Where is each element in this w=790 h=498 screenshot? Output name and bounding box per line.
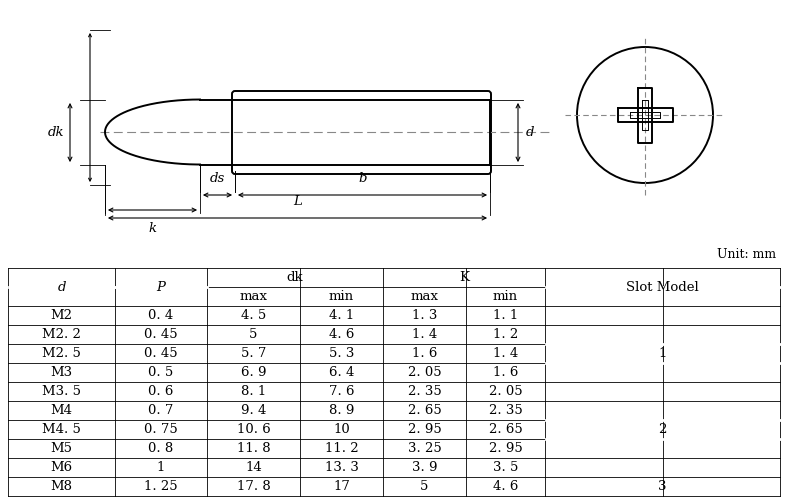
Text: M2: M2 xyxy=(51,309,73,322)
Text: 0. 75: 0. 75 xyxy=(144,423,178,436)
Text: min: min xyxy=(493,290,518,303)
Text: 2: 2 xyxy=(658,423,667,436)
Text: 3. 5: 3. 5 xyxy=(493,461,518,474)
Text: 10: 10 xyxy=(333,423,350,436)
Text: 8. 9: 8. 9 xyxy=(329,404,354,417)
Text: 4. 5: 4. 5 xyxy=(241,309,266,322)
Text: M4. 5: M4. 5 xyxy=(42,423,81,436)
Text: M4: M4 xyxy=(51,404,73,417)
Text: k: k xyxy=(149,222,156,235)
Text: 17. 8: 17. 8 xyxy=(237,480,270,493)
Text: M3. 5: M3. 5 xyxy=(42,385,81,398)
Text: 0. 5: 0. 5 xyxy=(149,366,174,379)
Text: d: d xyxy=(57,280,66,293)
Text: P: P xyxy=(156,280,165,293)
Text: b: b xyxy=(358,172,367,185)
Text: 3. 9: 3. 9 xyxy=(412,461,437,474)
Text: 2. 35: 2. 35 xyxy=(489,404,522,417)
Text: 0. 8: 0. 8 xyxy=(149,442,174,455)
Text: M3: M3 xyxy=(51,366,73,379)
Text: M2. 5: M2. 5 xyxy=(42,347,81,360)
Text: 14: 14 xyxy=(245,461,261,474)
Text: 1. 25: 1. 25 xyxy=(145,480,178,493)
Text: 2. 65: 2. 65 xyxy=(408,404,442,417)
Text: L: L xyxy=(293,195,302,208)
Text: 2. 05: 2. 05 xyxy=(408,366,442,379)
Text: 1. 4: 1. 4 xyxy=(493,347,518,360)
Text: 1. 2: 1. 2 xyxy=(493,328,518,341)
Text: 6. 9: 6. 9 xyxy=(241,366,266,379)
Text: K: K xyxy=(459,271,469,284)
Text: ds: ds xyxy=(210,172,225,185)
Text: 2. 95: 2. 95 xyxy=(489,442,522,455)
Text: 9. 4: 9. 4 xyxy=(241,404,266,417)
Text: 2. 35: 2. 35 xyxy=(408,385,442,398)
Text: Slot Model: Slot Model xyxy=(626,280,699,293)
Text: d: d xyxy=(526,125,535,138)
Text: 5. 7: 5. 7 xyxy=(241,347,266,360)
Text: 8. 1: 8. 1 xyxy=(241,385,266,398)
Text: 11. 8: 11. 8 xyxy=(237,442,270,455)
Text: 0. 6: 0. 6 xyxy=(149,385,174,398)
Text: 0. 45: 0. 45 xyxy=(145,328,178,341)
Text: 1. 1: 1. 1 xyxy=(493,309,518,322)
Text: 3. 25: 3. 25 xyxy=(408,442,442,455)
Text: dk: dk xyxy=(47,125,64,138)
Text: dk: dk xyxy=(287,271,303,284)
Text: 10. 6: 10. 6 xyxy=(237,423,270,436)
Text: 17: 17 xyxy=(333,480,350,493)
Text: max: max xyxy=(411,290,438,303)
Text: 5. 3: 5. 3 xyxy=(329,347,354,360)
Text: M8: M8 xyxy=(51,480,73,493)
Text: 6. 4: 6. 4 xyxy=(329,366,354,379)
Text: 4. 6: 4. 6 xyxy=(329,328,354,341)
Text: 1. 6: 1. 6 xyxy=(493,366,518,379)
Text: 2. 65: 2. 65 xyxy=(489,423,522,436)
Text: 5: 5 xyxy=(250,328,258,341)
Text: M2. 2: M2. 2 xyxy=(42,328,81,341)
Text: 0. 7: 0. 7 xyxy=(149,404,174,417)
Text: 1. 3: 1. 3 xyxy=(412,309,437,322)
Text: 5: 5 xyxy=(420,480,429,493)
Text: 2. 95: 2. 95 xyxy=(408,423,442,436)
Text: 11. 2: 11. 2 xyxy=(325,442,359,455)
Text: Unit: mm: Unit: mm xyxy=(717,248,776,260)
Text: 1. 4: 1. 4 xyxy=(412,328,437,341)
Text: 1: 1 xyxy=(658,347,667,360)
Text: 0. 4: 0. 4 xyxy=(149,309,174,322)
Text: 2. 05: 2. 05 xyxy=(489,385,522,398)
Text: M5: M5 xyxy=(51,442,73,455)
Text: 1: 1 xyxy=(156,461,165,474)
Text: 3: 3 xyxy=(658,480,667,493)
Text: 0. 45: 0. 45 xyxy=(145,347,178,360)
Text: 13. 3: 13. 3 xyxy=(325,461,359,474)
Text: 4. 1: 4. 1 xyxy=(329,309,354,322)
Text: 4. 6: 4. 6 xyxy=(493,480,518,493)
Text: 1. 6: 1. 6 xyxy=(412,347,437,360)
Text: 7. 6: 7. 6 xyxy=(329,385,354,398)
Text: min: min xyxy=(329,290,354,303)
Text: max: max xyxy=(239,290,268,303)
Text: M6: M6 xyxy=(51,461,73,474)
